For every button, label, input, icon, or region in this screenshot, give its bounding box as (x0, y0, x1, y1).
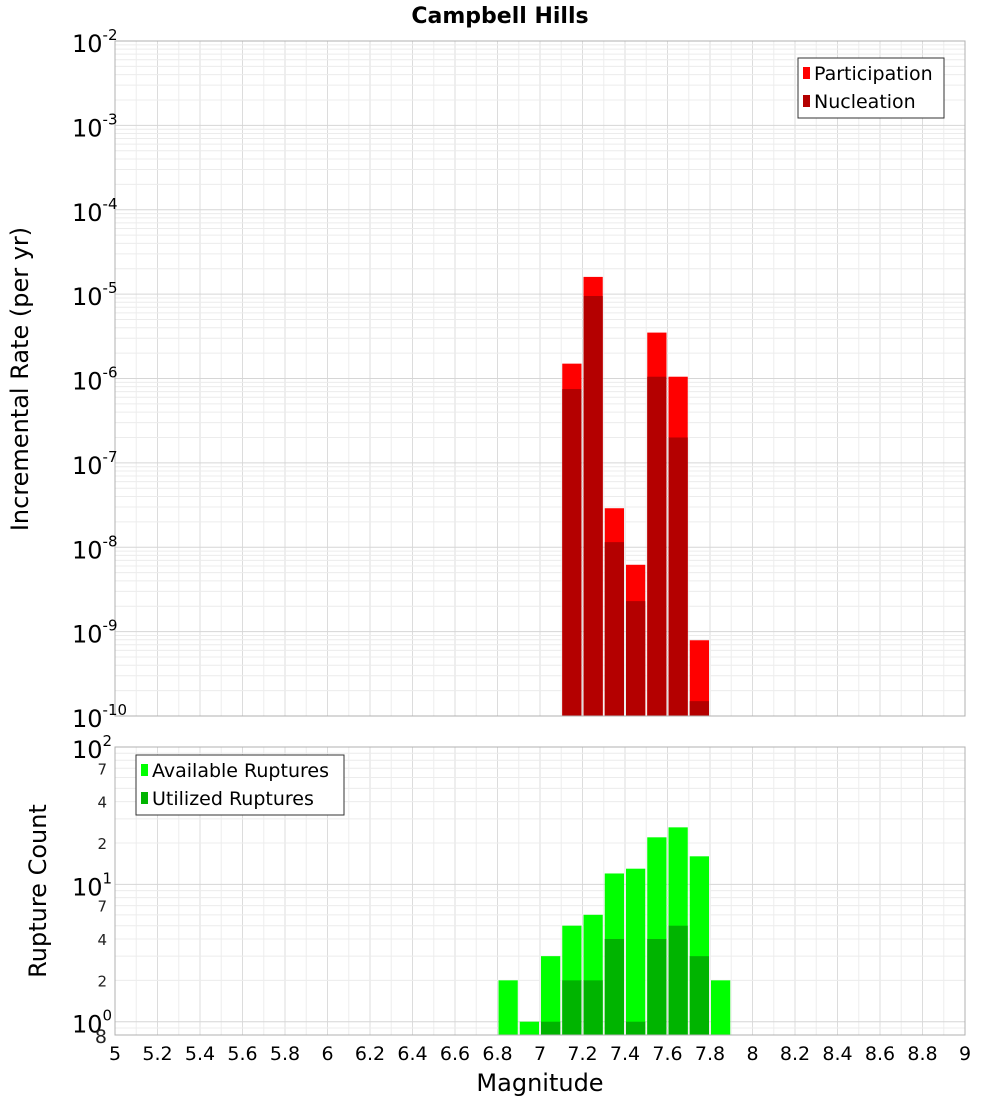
bottom-bar-available-ruptures (519, 1021, 539, 1035)
top-y-tick-label: 10-7 (72, 448, 118, 480)
top-bar-nucleation (689, 701, 709, 716)
top-bar-nucleation (626, 601, 646, 716)
x-tick-label: 7.2 (567, 1043, 597, 1065)
bottom-bar-utilized-ruptures (668, 925, 688, 1035)
bottom-panel-rupture-count: 102 101 100 7 4 2 7 4 2 8 Available Ruptures Utiliz… (72, 732, 971, 1065)
top-bar-nucleation (668, 437, 688, 716)
x-tick-label: 6.8 (482, 1043, 512, 1065)
top-legend-swatch (803, 67, 810, 79)
top-panel-incremental-rate: 10-2 10-3 10-4 10-5 10-6 10-7 10-8 10-9 10-10 Par… (72, 26, 966, 733)
x-tick-label: 7.8 (695, 1043, 725, 1065)
x-tick-label: 7.6 (652, 1043, 682, 1065)
top-legend-label: Participation (814, 63, 933, 85)
top-y-tick-label: 10-5 (72, 279, 118, 311)
chart-title: Campbell Hills (411, 4, 588, 29)
bottom-y-tick-label: 102 (72, 732, 112, 764)
bottom-bar-available-ruptures (626, 868, 646, 1035)
bottom-y-tick-label: 101 (72, 869, 112, 901)
x-tick-label: 6.2 (355, 1043, 385, 1065)
x-tick-label: 6.6 (440, 1043, 470, 1065)
x-tick-label: 5.2 (142, 1043, 172, 1065)
x-tick-label: 7 (534, 1043, 546, 1065)
top-y-tick-label: 10-2 (72, 26, 118, 58)
x-axis-label: Magnitude (476, 1069, 603, 1097)
bottom-y-minor-tick-label: 4 (97, 794, 107, 812)
bottom-y-tick-label: 100 (72, 1007, 112, 1039)
top-bar-nucleation (583, 296, 603, 716)
bottom-y-axis-label: Rupture Count (24, 804, 52, 978)
bottom-bar-available-ruptures (711, 980, 731, 1035)
bottom-bar-utilized-ruptures (647, 939, 667, 1035)
top-bar-nucleation (647, 376, 667, 716)
top-y-tick-label: 10-3 (72, 110, 118, 142)
bottom-legend-box (135, 754, 345, 816)
x-tick-label: 5.4 (185, 1043, 215, 1065)
x-tick-label: 9 (959, 1043, 971, 1065)
top-legend-box (797, 57, 945, 119)
top-legend: Participation Nucleation (797, 57, 945, 119)
x-tick-label: 7.4 (610, 1043, 640, 1065)
bottom-legend: Available Ruptures Utilized Ruptures (135, 754, 345, 816)
bottom-legend-label: Utilized Ruptures (152, 788, 314, 810)
top-bar-participation (689, 640, 709, 716)
bottom-y-minor-tick-label: 8 (95, 1026, 107, 1048)
bottom-y-minor-tick-label: 4 (97, 931, 107, 949)
bottom-bar-utilized-ruptures (689, 956, 709, 1035)
x-tick-label: 5.6 (227, 1043, 257, 1065)
top-y-tick-label: 10-6 (72, 364, 118, 396)
top-bar-nucleation (562, 389, 582, 716)
bottom-bar-utilized-ruptures (541, 1021, 561, 1035)
top-y-tick-label: 10-4 (72, 195, 118, 227)
bottom-y-minor-tick-label: 7 (97, 760, 107, 778)
x-tick-label: 6 (321, 1043, 333, 1065)
x-tick-label: 8.2 (780, 1043, 810, 1065)
bottom-bar-available-ruptures (498, 980, 518, 1035)
x-tick-label: 8.8 (907, 1043, 937, 1065)
x-tick-label: 6.4 (397, 1043, 427, 1065)
top-plot-frame (114, 40, 966, 717)
x-tick-label: 5 (109, 1043, 121, 1065)
bottom-bar-utilized-ruptures (626, 1021, 646, 1035)
top-y-axis-label: Incremental Rate (per yr) (6, 227, 34, 531)
top-legend-swatch (803, 95, 810, 107)
bottom-y-minor-tick-label: 7 (97, 898, 107, 916)
top-legend-label: Nucleation (814, 91, 916, 113)
top-y-tick-label: 10-8 (72, 532, 118, 564)
x-tick-label: 8.6 (865, 1043, 895, 1065)
bottom-y-minor-tick-label: 2 (97, 972, 107, 990)
bottom-bar-utilized-ruptures (604, 939, 624, 1035)
x-tick-label: 8.4 (822, 1043, 852, 1065)
bottom-bar-available-ruptures (541, 956, 561, 1035)
bottom-legend-label: Available Ruptures (152, 760, 329, 782)
top-bar-nucleation (604, 542, 624, 716)
bottom-legend-swatch (141, 792, 148, 804)
bottom-bar-utilized-ruptures (562, 980, 582, 1035)
bottom-bar-utilized-ruptures (583, 980, 603, 1035)
top-y-tick-label: 10-10 (72, 701, 127, 733)
bottom-y-minor-tick-label: 2 (97, 835, 107, 853)
top-y-tick-label: 10-9 (72, 617, 118, 649)
bottom-plot-frame (114, 746, 966, 1036)
x-tick-label: 8 (746, 1043, 758, 1065)
x-tick-label: 5.8 (270, 1043, 300, 1065)
bottom-legend-swatch (141, 764, 148, 776)
